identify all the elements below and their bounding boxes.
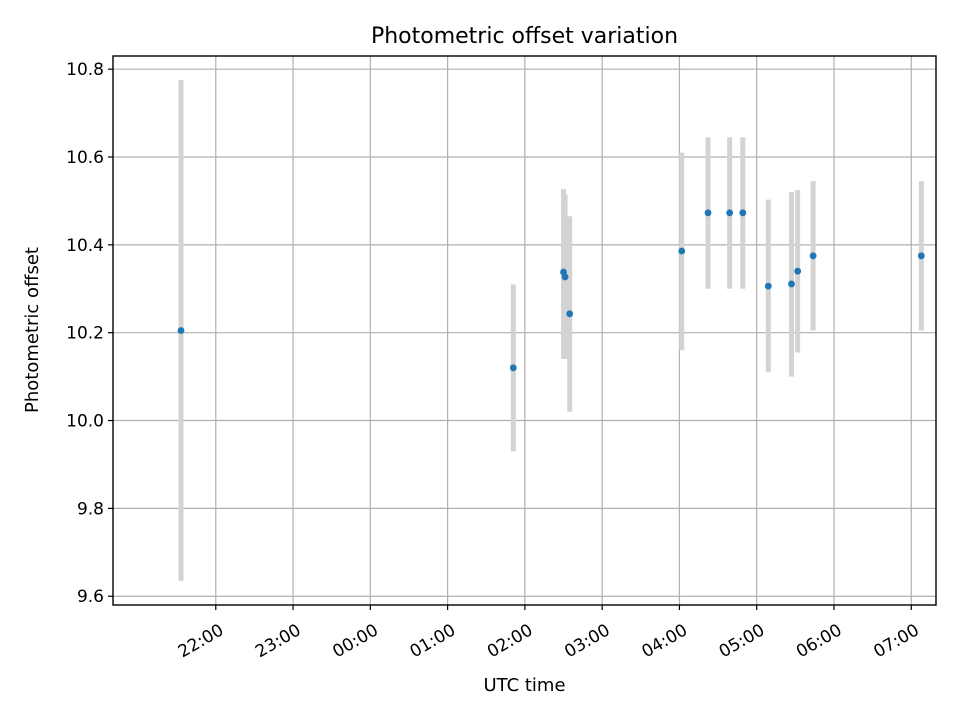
data-point	[739, 209, 747, 217]
data-points	[177, 209, 925, 372]
x-tick-label: 02:00	[484, 620, 536, 662]
data-point	[678, 247, 686, 255]
data-point	[764, 282, 772, 290]
x-tick-label: 04:00	[639, 620, 691, 662]
data-point	[794, 267, 802, 275]
axis-ticks: 22:00 23:00 00:00 01:00 02:00 03:00 04:00 05:00…	[66, 60, 923, 662]
x-tick-label: 05:00	[716, 620, 768, 662]
data-point	[788, 280, 795, 288]
x-tick-label: 22:00	[175, 620, 227, 662]
data-point	[704, 209, 712, 217]
y-tick-label: 10.4	[66, 236, 104, 256]
y-tick-label: 10.0	[66, 412, 104, 432]
y-tick-label: 9.6	[77, 587, 104, 607]
y-tick-label: 10.6	[66, 148, 104, 168]
y-tick-label: 9.8	[77, 499, 104, 519]
data-point	[566, 310, 574, 318]
x-tick-label: 00:00	[329, 620, 381, 662]
data-point	[917, 252, 925, 260]
y-tick-label: 10.8	[66, 60, 104, 80]
x-axis-label: UTC time	[483, 675, 565, 696]
x-tick-label: 01:00	[407, 620, 459, 662]
x-tick-label: 03:00	[561, 620, 613, 662]
y-axis-label: Photometric offset	[22, 247, 43, 413]
x-tick-label: 06:00	[793, 620, 845, 662]
y-tick-label: 10.2	[66, 324, 104, 344]
error-bars	[178, 80, 924, 581]
data-point	[509, 364, 517, 372]
data-point	[561, 273, 569, 281]
data-point	[177, 327, 185, 334]
data-point	[726, 209, 734, 217]
x-tick-label: 23:00	[252, 620, 304, 662]
chart-title: Photometric offset variation	[371, 24, 678, 49]
x-tick-label: 07:00	[870, 620, 922, 662]
data-point	[809, 252, 817, 260]
